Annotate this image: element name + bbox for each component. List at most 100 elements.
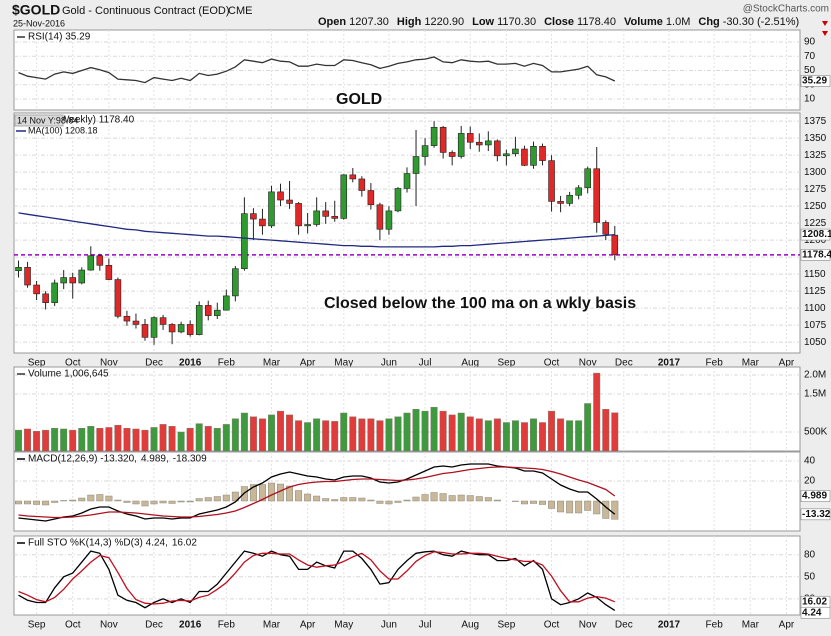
- candle-body: [457, 133, 465, 157]
- bar: [466, 416, 474, 452]
- x-tick-label: Sep: [28, 620, 46, 631]
- bar: [186, 500, 194, 503]
- candle-body: [340, 174, 348, 219]
- x-tick-label: Aug: [461, 358, 479, 369]
- bar: [322, 420, 330, 452]
- candle-body: [51, 282, 58, 303]
- bar: [159, 424, 167, 452]
- value-box-label: 35.29: [802, 76, 827, 87]
- bar: [195, 498, 203, 502]
- candle-body: [412, 156, 420, 174]
- bar: [511, 420, 519, 452]
- bar: [258, 484, 266, 502]
- candle-body: [60, 277, 67, 284]
- y-tick-label: 50: [804, 571, 816, 582]
- candle-body: [358, 178, 366, 191]
- bar: [557, 500, 565, 513]
- x-tick-label: Aug: [461, 620, 479, 631]
- x-tick-label: Nov: [100, 358, 118, 369]
- candle-body: [15, 267, 22, 272]
- bar: [132, 500, 140, 505]
- bar: [231, 491, 239, 502]
- candle-body: [277, 191, 284, 201]
- value-box-label: 1208.18: [802, 229, 831, 240]
- bar: [42, 429, 50, 452]
- bar: [331, 499, 339, 502]
- candle-body: [566, 194, 573, 204]
- bar: [331, 421, 339, 452]
- bar: [96, 494, 104, 502]
- candle-body: [367, 190, 375, 206]
- candle-body: [448, 152, 456, 157]
- bar: [340, 497, 348, 502]
- candle-body: [195, 305, 203, 335]
- bar: [213, 427, 221, 452]
- candle-body: [295, 203, 302, 227]
- bar: [123, 500, 131, 503]
- bar: [132, 428, 140, 452]
- bar: [286, 485, 294, 502]
- bar: [593, 372, 601, 452]
- candle-body: [123, 315, 131, 322]
- bar: [286, 414, 294, 452]
- bar: [530, 418, 537, 452]
- bar: [602, 500, 610, 519]
- bar: [584, 403, 592, 452]
- candle-body: [141, 324, 149, 338]
- y-tick-label: 40: [804, 456, 816, 467]
- candle-body: [132, 320, 140, 325]
- quote-label: Volume: [624, 16, 663, 28]
- bar: [439, 493, 447, 502]
- candle-body: [204, 305, 212, 316]
- candle-body: [421, 145, 429, 157]
- quote-value: -30.30 (-2.51%): [723, 16, 799, 28]
- x-tick-label: Nov: [579, 620, 597, 631]
- value-box-label: 4.989: [802, 491, 827, 502]
- quote-value: 1220.90: [424, 16, 464, 28]
- candle-body: [42, 293, 49, 303]
- date: 25-Nov-2016: [13, 18, 65, 28]
- bar: [258, 418, 266, 452]
- candle-body: [331, 216, 339, 219]
- bar: [33, 431, 41, 452]
- candle-body: [376, 204, 384, 230]
- candle-body: [105, 264, 113, 280]
- candle-body: [512, 148, 519, 155]
- x-tick-label: Dec: [615, 358, 633, 369]
- value-box-label: -13.32: [802, 509, 831, 520]
- x-tick-label: Apr: [779, 358, 795, 369]
- bar: [421, 494, 429, 502]
- bar: [520, 422, 528, 452]
- y-tick-label: 1050: [804, 337, 827, 348]
- x-tick-label: Apr: [300, 620, 316, 631]
- candle-body: [87, 255, 95, 271]
- bar: [105, 427, 113, 452]
- bar: [51, 500, 59, 503]
- y-tick-label: 70: [804, 51, 816, 62]
- bar: [15, 429, 22, 452]
- candle-body: [394, 188, 402, 212]
- candle-body: [503, 153, 510, 157]
- bar: [412, 496, 420, 502]
- x-tick-label: Dec: [615, 620, 633, 631]
- x-tick-label: Feb: [706, 620, 724, 631]
- series-line: [18, 56, 616, 84]
- value-box: [800, 508, 831, 521]
- y-tick-label: 90: [804, 37, 816, 48]
- y-tick-label: 1375: [804, 116, 827, 127]
- instrument-name: Gold - Continuous Contract (EOD): [62, 5, 230, 17]
- x-tick-label: Oct: [65, 620, 81, 631]
- bar: [222, 494, 230, 502]
- bar: [249, 416, 257, 452]
- bar: [150, 500, 158, 505]
- quote-label: Close: [544, 16, 574, 28]
- bar: [602, 408, 610, 452]
- bar: [394, 416, 402, 452]
- bar: [493, 499, 501, 502]
- series-line: [18, 551, 616, 605]
- bar: [566, 500, 574, 514]
- bar: [168, 426, 176, 452]
- bar: [268, 414, 275, 452]
- x-tick-label: Mar: [263, 620, 281, 631]
